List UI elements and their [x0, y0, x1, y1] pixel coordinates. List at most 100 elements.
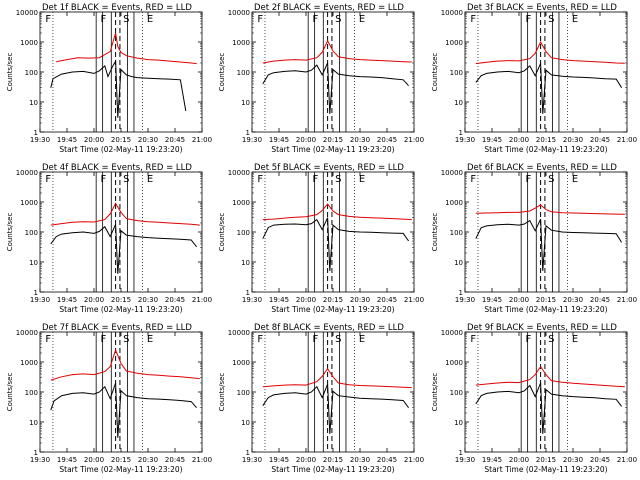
chart-title: Det 5f BLACK = Events, RED = LLD	[254, 163, 404, 173]
annotation-label: S	[335, 14, 341, 25]
series-line-events	[475, 63, 623, 114]
chart-title: Det 6f BLACK = Events, RED = LLD	[467, 163, 617, 173]
series-line-events	[262, 217, 410, 272]
y-tick-label: 1000	[445, 359, 463, 367]
y-tick-label: 10000	[16, 329, 38, 337]
y-tick-label: 10	[241, 259, 250, 267]
annotation-label: F	[470, 174, 476, 185]
x-tick-label: 20:45	[377, 456, 397, 464]
annotation-label: S	[548, 14, 554, 25]
x-tick-label: 20:00	[509, 136, 529, 144]
y-axis-label: Counts/sec	[6, 53, 14, 92]
y-tick-label: 1	[246, 289, 250, 297]
series-line-lld	[262, 367, 412, 389]
series-line-events	[50, 224, 197, 274]
x-tick-label: 20:15	[536, 296, 556, 304]
x-tick-label: 19:45	[482, 296, 502, 304]
x-tick-label: 21:00	[617, 456, 637, 464]
x-tick-label: 20:30	[350, 296, 370, 304]
x-tick-label: 20:00	[296, 136, 316, 144]
y-axis-label: Counts/sec	[218, 373, 226, 412]
x-tick-label: 20:00	[509, 296, 529, 304]
x-tick-label: 20:30	[350, 456, 370, 464]
series-line-events	[50, 59, 187, 118]
annotation-label: F	[312, 174, 318, 185]
x-tick-label: 20:30	[563, 136, 583, 144]
x-tick-label: 21:00	[404, 296, 424, 304]
y-tick-label: 10000	[16, 9, 38, 17]
x-tick-label: 19:30	[30, 136, 50, 144]
x-tick-label: 20:00	[296, 456, 316, 464]
annotation-label: F	[45, 14, 51, 25]
chart-title: Det 4f BLACK = Events, RED = LLD	[42, 163, 192, 173]
annotation-label: F	[312, 334, 318, 345]
x-tick-label: 19:45	[57, 456, 77, 464]
x-tick-label: 20:15	[111, 296, 131, 304]
x-tick-label: 20:00	[84, 456, 104, 464]
y-axis-label: Counts/sec	[431, 213, 439, 252]
y-tick-label: 1	[34, 129, 38, 137]
series-line-lld	[262, 203, 412, 221]
x-tick-label: 20:15	[323, 296, 343, 304]
x-axis-label: Start Time (02-May-11 19:23:20)	[59, 145, 182, 154]
x-tick-label: 19:30	[30, 456, 50, 464]
annotation-label: F	[100, 334, 106, 345]
y-tick-label: 1	[246, 129, 250, 137]
x-tick-label: 20:00	[84, 296, 104, 304]
x-tick-label: 20:00	[84, 136, 104, 144]
annotation-label: E	[359, 334, 365, 345]
annotation-label: F	[45, 174, 51, 185]
x-tick-label: 20:30	[563, 456, 583, 464]
y-tick-label: 1	[459, 129, 463, 137]
series-line-events	[262, 62, 409, 114]
x-tick-label: 20:45	[377, 296, 397, 304]
y-tick-label: 1	[34, 449, 38, 457]
y-tick-label: 100	[25, 229, 38, 237]
y-tick-label: 1000	[232, 359, 250, 367]
y-tick-label: 10	[241, 99, 250, 107]
x-axis-label: Start Time (02-May-11 19:23:20)	[59, 465, 182, 474]
annotation-label: E	[147, 174, 153, 185]
x-tick-label: 19:45	[57, 136, 77, 144]
x-tick-label: 19:30	[455, 456, 475, 464]
annotation-label: E	[359, 14, 365, 25]
x-tick-label: 20:30	[138, 136, 158, 144]
chart-title: Det 3f BLACK = Events, RED = LLD	[467, 3, 617, 13]
annotation-label: F	[312, 14, 318, 25]
x-tick-label: 20:15	[536, 136, 556, 144]
x-axis-label: Start Time (02-May-11 19:23:20)	[484, 305, 607, 314]
y-tick-label: 10	[241, 419, 250, 427]
annotation-label: E	[147, 334, 153, 345]
y-tick-label: 100	[450, 389, 463, 397]
y-tick-label: 1	[459, 449, 463, 457]
annotation-label: S	[123, 334, 129, 345]
x-tick-label: 20:45	[590, 456, 610, 464]
x-tick-label: 21:00	[617, 296, 637, 304]
y-tick-label: 100	[25, 69, 38, 77]
y-axis-label: Counts/sec	[6, 213, 14, 252]
x-tick-label: 20:30	[350, 136, 370, 144]
y-tick-label: 10000	[441, 329, 463, 337]
annotation-label: F	[257, 174, 263, 185]
x-axis-label: Start Time (02-May-11 19:23:20)	[484, 465, 607, 474]
y-tick-label: 10	[29, 419, 38, 427]
x-tick-label: 19:45	[269, 136, 289, 144]
chart-title: Det 7f BLACK = Events, RED = LLD	[42, 323, 192, 333]
series-line-lld	[50, 348, 200, 381]
annotation-label: S	[548, 174, 554, 185]
annotation-label: S	[123, 14, 129, 25]
annotation-label: F	[470, 334, 476, 345]
y-tick-label: 100	[237, 389, 250, 397]
y-tick-label: 100	[25, 389, 38, 397]
y-tick-label: 10	[454, 259, 463, 267]
x-tick-label: 20:15	[323, 136, 343, 144]
annotation-label: F	[257, 334, 263, 345]
x-tick-label: 19:45	[269, 456, 289, 464]
y-tick-label: 10	[454, 99, 463, 107]
y-tick-label: 10000	[441, 169, 463, 177]
